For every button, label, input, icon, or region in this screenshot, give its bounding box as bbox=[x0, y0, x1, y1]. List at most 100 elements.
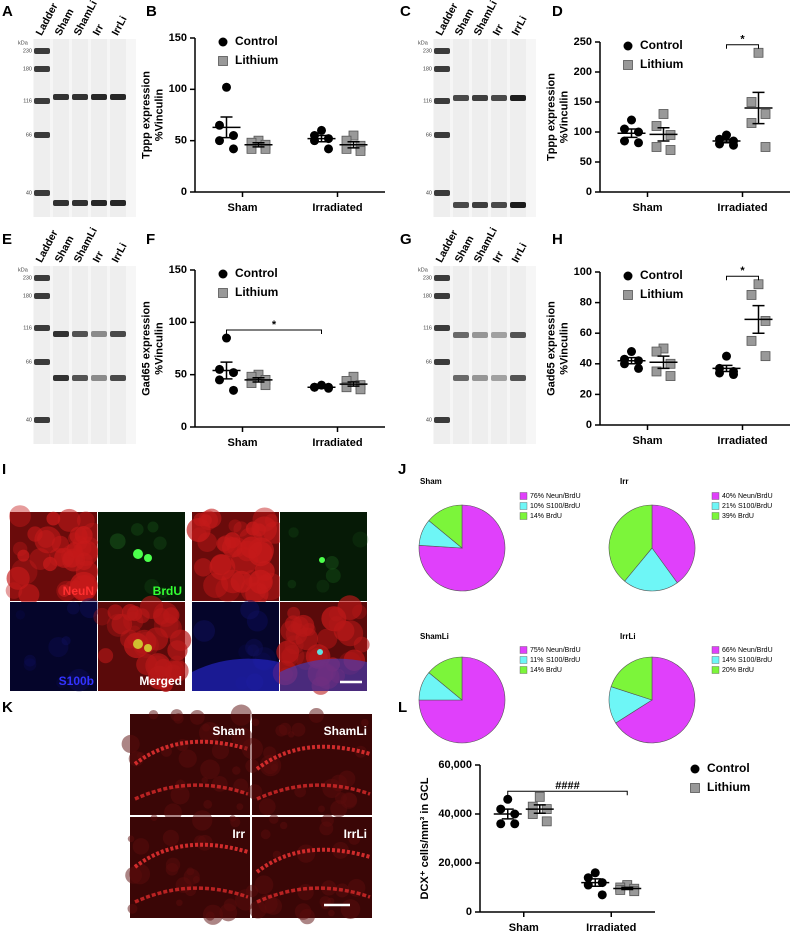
error-bar bbox=[315, 134, 328, 143]
cell-stain bbox=[325, 568, 341, 584]
gel-lane bbox=[53, 39, 69, 217]
tissue-texture bbox=[127, 835, 135, 843]
dcx-band bbox=[133, 739, 249, 766]
brdu-spot bbox=[144, 554, 152, 562]
tissue-texture bbox=[198, 722, 221, 744]
significance-label: * bbox=[740, 34, 745, 46]
cell-stain bbox=[9, 505, 31, 528]
tissue-texture bbox=[264, 897, 283, 915]
dcx-band bbox=[133, 842, 249, 869]
cell-stain bbox=[130, 523, 144, 536]
significance-bracket bbox=[507, 790, 628, 796]
significance-bracket bbox=[726, 44, 759, 49]
data-point bbox=[722, 130, 731, 140]
dcx-band bbox=[255, 744, 371, 771]
y-tick-label: 250 bbox=[574, 36, 592, 48]
legend-marker bbox=[218, 37, 228, 47]
legend-label: Lithium bbox=[707, 780, 750, 794]
pie-legend-swatch bbox=[711, 656, 720, 664]
data-point bbox=[317, 125, 326, 135]
error-bar bbox=[252, 141, 265, 148]
data-point bbox=[324, 144, 333, 154]
data-point bbox=[222, 82, 231, 92]
tissue-texture bbox=[129, 863, 151, 885]
pie-legend-label: Neun/BrdU bbox=[738, 493, 773, 500]
data-point bbox=[746, 335, 757, 346]
tissue-texture bbox=[230, 817, 241, 828]
cell-stain bbox=[198, 510, 219, 531]
marker-label: 230 bbox=[423, 48, 432, 54]
gel-lane bbox=[434, 39, 450, 217]
cell-stain bbox=[27, 526, 43, 542]
y-tick-label: 0 bbox=[466, 906, 472, 918]
brdu-spot bbox=[319, 557, 325, 563]
tissue-texture bbox=[236, 803, 244, 811]
error-bar bbox=[752, 91, 765, 125]
data-point bbox=[348, 130, 359, 141]
panel-letter: B bbox=[146, 3, 157, 20]
sample-band bbox=[72, 200, 88, 206]
cell-stain bbox=[56, 677, 68, 689]
tissue-texture bbox=[200, 759, 220, 780]
data-point bbox=[620, 136, 629, 146]
data-point bbox=[590, 868, 600, 878]
ladder-band bbox=[434, 66, 450, 72]
data-point bbox=[658, 109, 669, 119]
x-tick-label: Sham bbox=[633, 435, 663, 447]
data-point bbox=[229, 144, 238, 154]
tissue-texture bbox=[150, 814, 158, 821]
cell-stain bbox=[238, 644, 254, 660]
data-point bbox=[215, 375, 224, 385]
gel-lane bbox=[453, 39, 469, 217]
pie-legend-value: 76% bbox=[530, 493, 544, 500]
pie-legend-value: 11% bbox=[530, 657, 544, 664]
error-bar bbox=[347, 381, 360, 387]
data-point bbox=[746, 290, 757, 300]
gel-lane bbox=[491, 266, 507, 444]
y-axis-label: Tppp expression bbox=[545, 73, 557, 161]
cell-stain bbox=[217, 534, 236, 554]
pie-legend-value: 39% bbox=[722, 513, 736, 520]
ladder-band bbox=[34, 417, 50, 423]
data-point bbox=[260, 143, 271, 154]
x-tick-label: Irradiated bbox=[717, 202, 767, 214]
panel-letter: C bbox=[400, 3, 411, 20]
panel-letter: G bbox=[400, 231, 412, 248]
panel-letter: J bbox=[398, 461, 406, 478]
lane-label: IrrLi bbox=[110, 241, 130, 265]
data-point bbox=[229, 368, 238, 378]
y-tick-label: 150 bbox=[169, 32, 187, 44]
pie-legend-label: S100/BrdU bbox=[738, 657, 772, 664]
sample-band bbox=[453, 332, 469, 338]
y-tick-label: 20 bbox=[580, 388, 592, 400]
data-point bbox=[341, 143, 352, 154]
legend-marker bbox=[218, 288, 228, 298]
cell-stain bbox=[46, 511, 61, 526]
tissue-texture bbox=[348, 832, 361, 845]
micrograph-label: Irr bbox=[232, 827, 245, 841]
cell-stain bbox=[233, 521, 249, 537]
sample-band bbox=[53, 331, 69, 337]
pie-legend-swatch bbox=[711, 502, 720, 510]
legend-marker bbox=[623, 60, 633, 70]
cell-stain bbox=[76, 511, 95, 530]
cell-stain bbox=[157, 587, 169, 599]
gel-lane bbox=[110, 39, 126, 217]
legend-marker bbox=[218, 56, 228, 66]
ladder-band bbox=[34, 325, 50, 331]
marker-label: 116 bbox=[423, 325, 432, 331]
ladder-band bbox=[34, 132, 50, 138]
ladder-band bbox=[434, 190, 450, 196]
marker-label: 66 bbox=[26, 359, 32, 365]
cell-stain bbox=[228, 519, 242, 533]
sample-band bbox=[110, 375, 126, 381]
tissue-texture bbox=[254, 875, 274, 895]
y-tick-label: 100 bbox=[169, 83, 187, 95]
cell-stain bbox=[251, 516, 278, 542]
brdu-spot bbox=[133, 549, 143, 559]
pie-legend-label: BrdU bbox=[546, 667, 562, 674]
merged-spot bbox=[144, 644, 152, 652]
dcx-band bbox=[256, 783, 371, 801]
cell-stain bbox=[231, 547, 259, 575]
